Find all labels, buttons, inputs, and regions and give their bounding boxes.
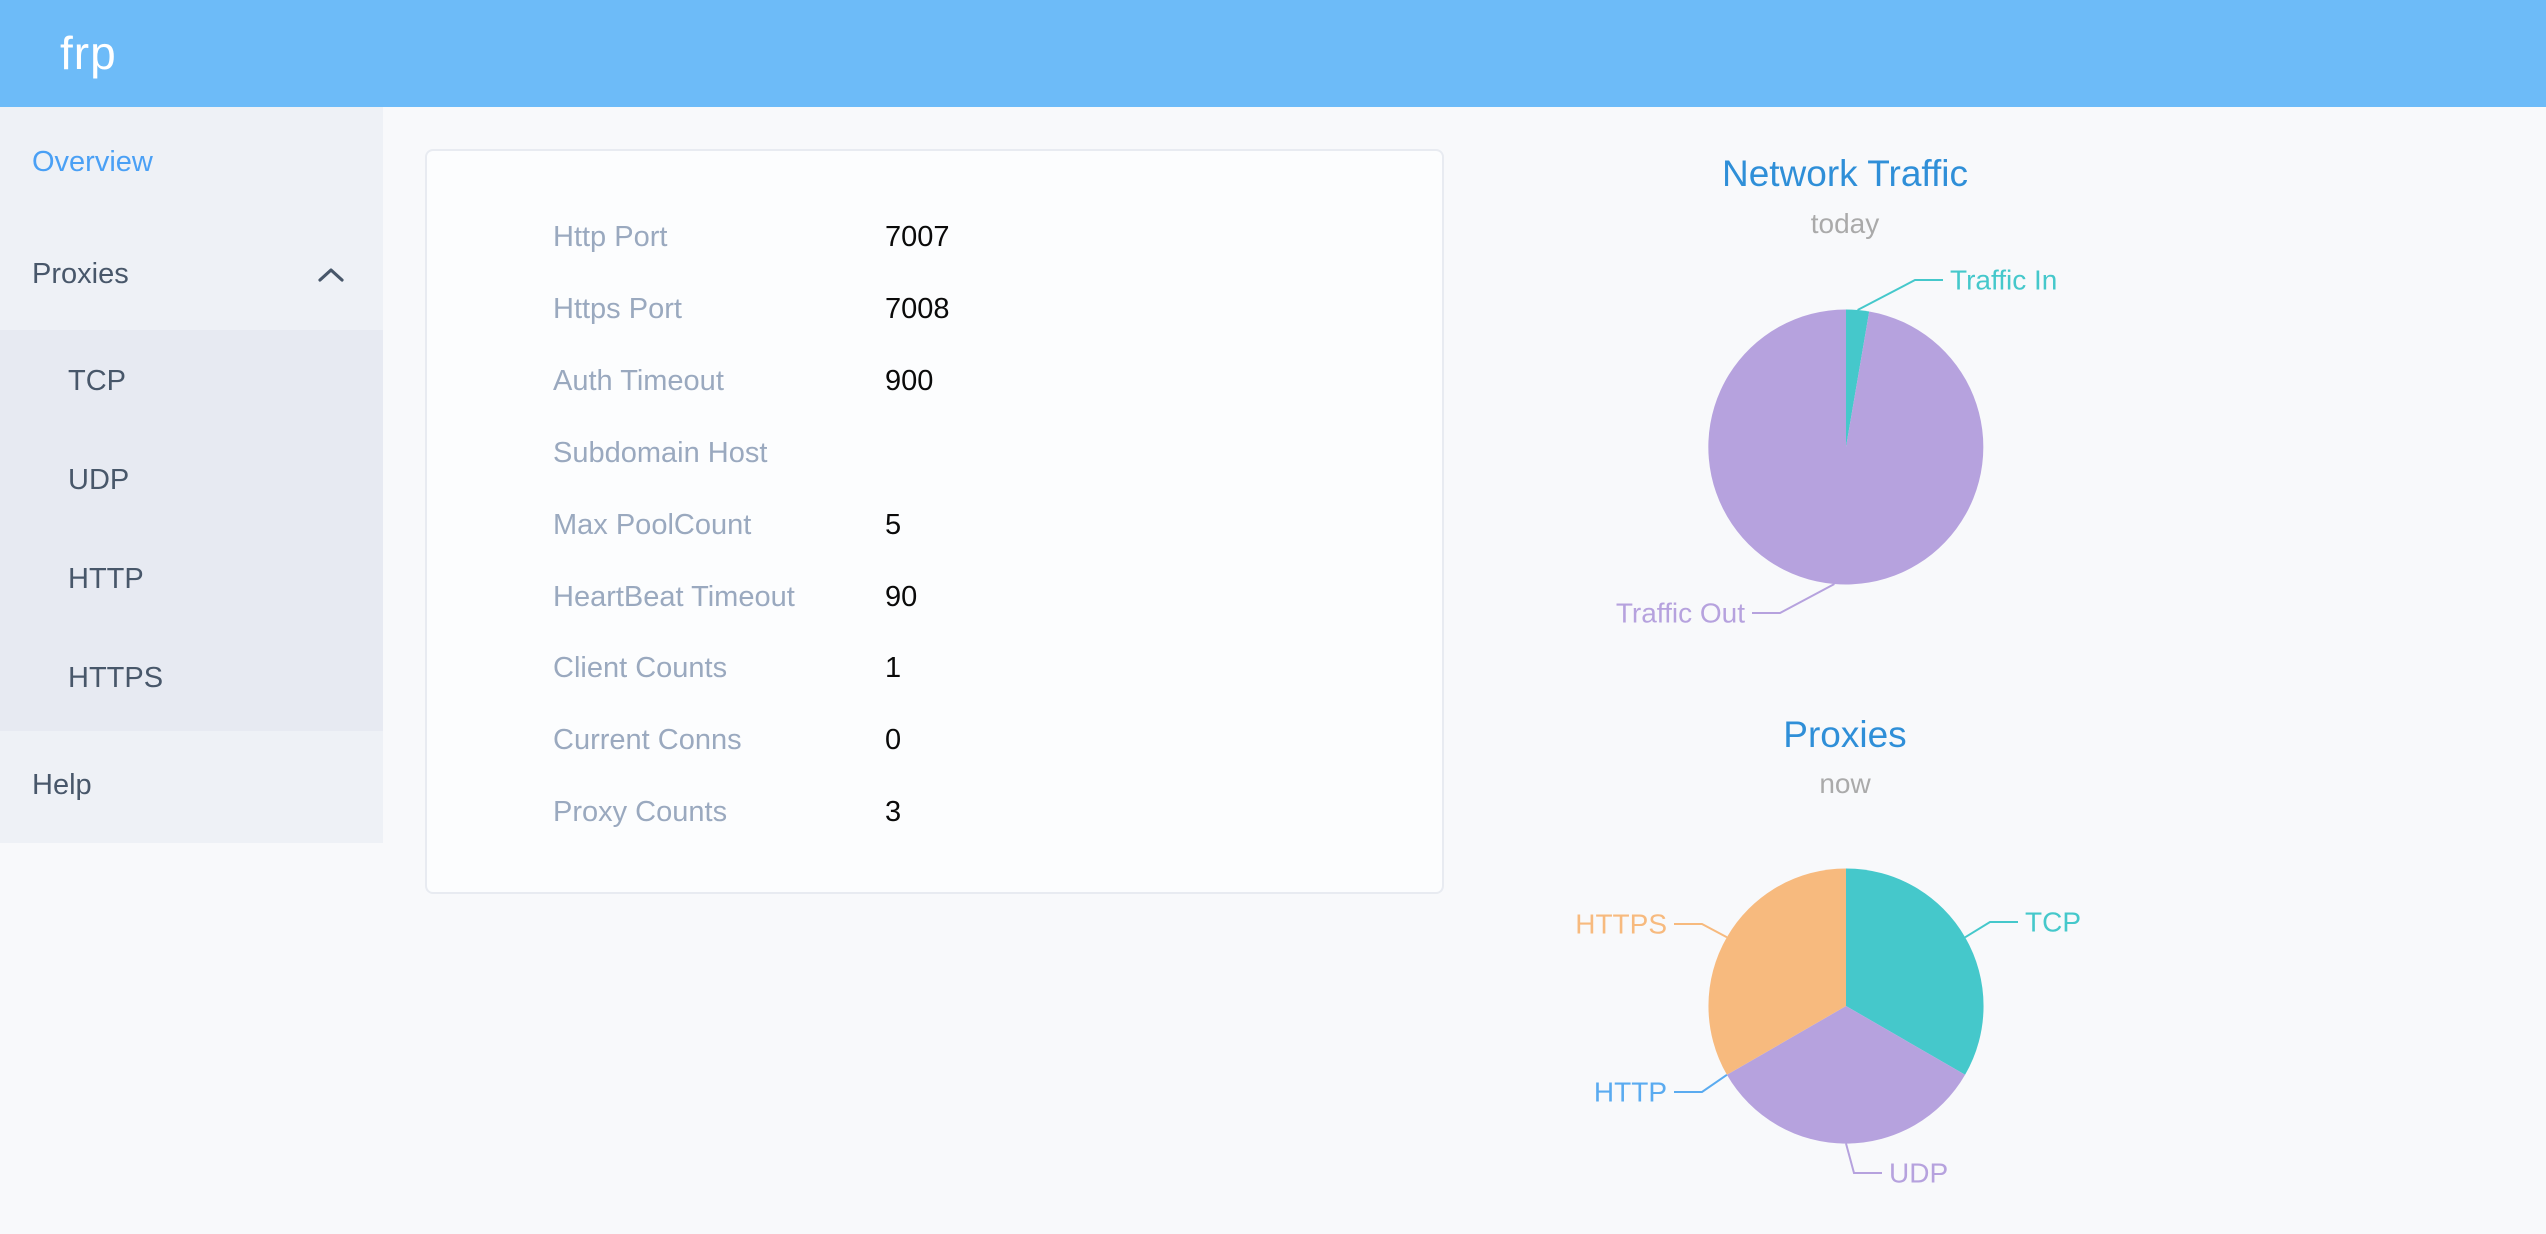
chevron-up-icon	[318, 268, 344, 282]
pie-slice-https[interactable]	[1708, 868, 1846, 1075]
field-value: 1	[885, 652, 902, 685]
pie-slice-udp[interactable]	[1726, 1006, 1966, 1144]
field-value: 5	[885, 508, 902, 541]
config-row-current-conns: Current Conns 0	[427, 720, 1442, 760]
field-label: Proxy Counts	[553, 796, 728, 829]
field-label: Max PoolCount	[553, 508, 752, 541]
config-row-auth-timeout: Auth Timeout 900	[427, 361, 1442, 401]
header: frp	[0, 0, 2546, 107]
pie-label-https: HTTPS	[1575, 909, 1667, 940]
proxies-submenu: TCP UDP HTTP HTTPS	[0, 330, 383, 731]
network-traffic-pie-chart: Traffic In Traffic Out	[1616, 265, 2058, 629]
proxies-pie-chart: TCP UDP HTTP HTTPS	[1575, 868, 2081, 1189]
config-row-client-counts: Client Counts 1	[427, 648, 1442, 688]
field-value: 900	[885, 364, 934, 397]
field-value: 90	[885, 580, 918, 613]
sidebar: Overview Proxies TCP UDP HTTP HTTPS Help	[0, 107, 383, 843]
overview-card: Http Port 7007 Https Port 7008 Auth Timeout 9…	[425, 149, 1444, 894]
config-row-proxy-counts: Proxy Counts 3	[427, 792, 1442, 832]
pie-label-http: HTTP	[1594, 1077, 1667, 1108]
config-row-max-poolcount: Max PoolCount 5	[427, 505, 1442, 545]
pie-label-line-udp	[1845, 1143, 1882, 1174]
pie-label-line-http	[1674, 1073, 1728, 1093]
proxies-title: Proxies	[1783, 714, 1907, 755]
sidebar-item-http[interactable]: HTTP	[68, 563, 144, 595]
config-row-http-port: Http Port 7007	[427, 217, 1442, 257]
sidebar-item-help[interactable]: Help	[32, 769, 92, 801]
field-label: Client Counts	[553, 652, 728, 685]
pie-label-traffic-out: Traffic Out	[1616, 598, 1745, 629]
pie-label-traffic-in: Traffic In	[1950, 265, 2057, 296]
field-label: Auth Timeout	[553, 364, 724, 397]
sidebar-item-tcp[interactable]: TCP	[68, 365, 126, 397]
field-value: 7008	[885, 292, 950, 325]
proxies-subtitle: now	[1819, 768, 1871, 799]
field-value: 7007	[885, 221, 950, 253]
network-traffic-title: Network Traffic	[1721, 153, 1969, 194]
pie-slice-tcp[interactable]	[1846, 868, 1984, 1075]
server-config-list: Http Port 7007 Https Port 7008 Auth Timeout 9…	[427, 151, 1442, 892]
field-value: 3	[885, 796, 902, 829]
pie-slice-traffic-out[interactable]	[1708, 309, 1984, 585]
sidebar-item-proxies[interactable]: Proxies	[0, 254, 383, 294]
pie-label-tcp: TCP	[2025, 907, 2081, 938]
field-label: Http Port	[553, 221, 668, 253]
sidebar-item-overview[interactable]: Overview	[32, 146, 153, 178]
sidebar-item-https[interactable]: HTTPS	[68, 662, 164, 694]
pie-label-line-traffic-in	[1857, 279, 1943, 311]
sidebar-item-proxies-label: Proxies	[32, 258, 129, 290]
pie-label-udp: UDP	[1889, 1158, 1948, 1189]
field-label: HeartBeat Timeout	[553, 580, 795, 613]
config-row-https-port: Https Port 7008	[427, 289, 1442, 329]
pie-label-line-tcp	[1964, 921, 2018, 939]
field-value: 0	[885, 724, 902, 757]
config-row-heartbeat-timeout: HeartBeat Timeout 90	[427, 577, 1442, 617]
sidebar-item-udp[interactable]: UDP	[68, 464, 130, 496]
pie-label-line-traffic-out	[1752, 583, 1835, 614]
network-traffic-subtitle: today	[1810, 208, 1880, 239]
field-label: Subdomain Host	[553, 436, 768, 469]
field-label: Current Conns	[553, 724, 742, 757]
app-logo: frp	[60, 27, 117, 79]
pie-label-line-https	[1674, 923, 1728, 939]
field-label: Https Port	[553, 292, 682, 325]
config-row-subdomain-host: Subdomain Host	[427, 433, 1442, 473]
pie-slice-traffic-in[interactable]	[1846, 309, 1870, 448]
